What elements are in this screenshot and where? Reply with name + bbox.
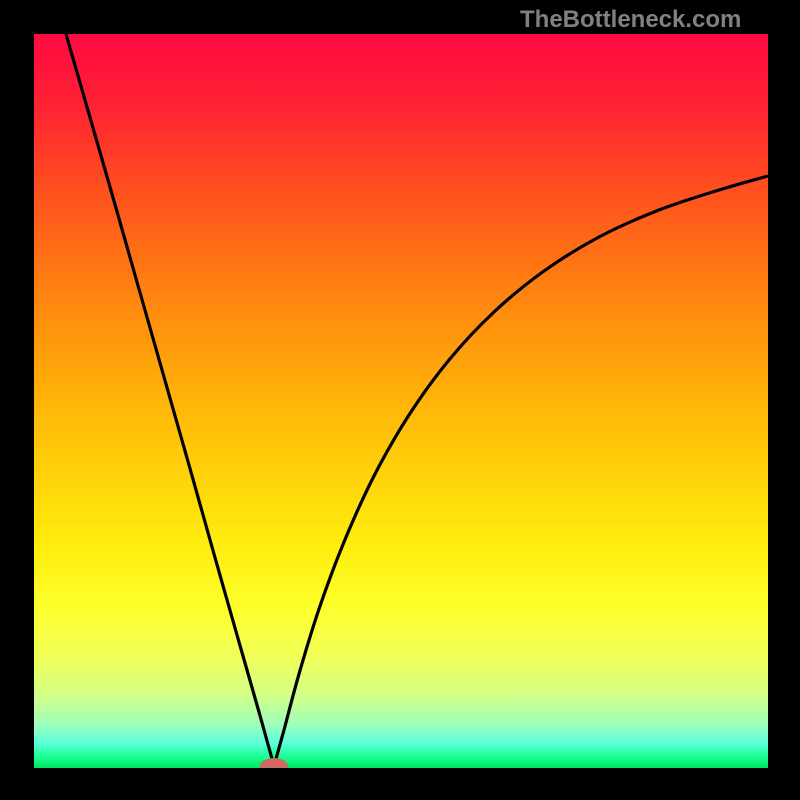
watermark-text: TheBottleneck.com	[520, 6, 741, 34]
optimum-marker	[260, 758, 288, 774]
bottleneck-curve-left	[66, 34, 274, 766]
bottleneck-curve-right	[274, 176, 768, 766]
curve-layer	[0, 0, 800, 800]
